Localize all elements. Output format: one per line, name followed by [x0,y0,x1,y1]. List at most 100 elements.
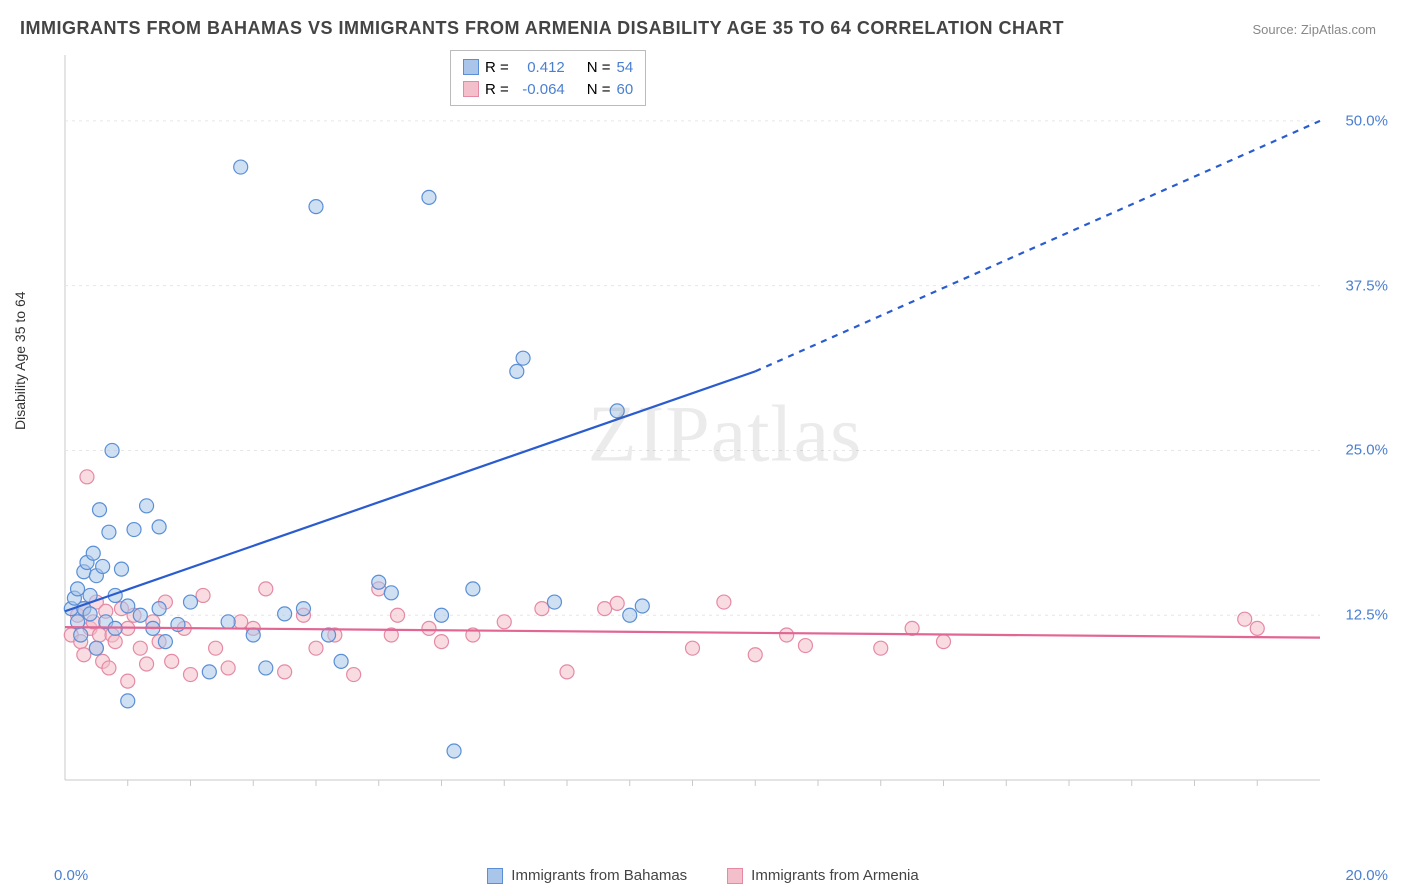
point-bahamas [83,607,97,621]
point-bahamas [246,628,260,642]
y-axis-label: Disability Age 35 to 64 [12,291,28,430]
point-armenia [133,641,147,655]
r-label: R = [485,59,509,76]
point-bahamas [71,582,85,596]
point-bahamas [422,190,436,204]
point-armenia [108,635,122,649]
point-armenia [184,668,198,682]
y-tick-label: 12.5% [1345,607,1388,624]
point-bahamas [547,595,561,609]
point-bahamas [105,443,119,457]
point-bahamas [114,562,128,576]
point-bahamas [158,635,172,649]
swatch-bahamas-icon [487,868,503,884]
point-armenia [165,654,179,668]
point-bahamas [96,559,110,573]
point-bahamas [202,665,216,679]
point-armenia [686,641,700,655]
point-armenia [80,470,94,484]
legend-item-bahamas: Immigrants from Bahamas [487,867,687,884]
swatch-armenia [463,81,479,97]
trendline-bahamas [65,371,755,611]
point-armenia [391,608,405,622]
point-bahamas [93,503,107,517]
point-bahamas [221,615,235,629]
point-armenia [278,665,292,679]
point-bahamas [184,595,198,609]
legend-label: Immigrants from Bahamas [511,867,687,884]
point-bahamas [171,617,185,631]
point-bahamas [133,608,147,622]
y-tick-label: 50.0% [1345,112,1388,129]
legend-label: Immigrants from Armenia [751,867,919,884]
point-bahamas [610,404,624,418]
point-bahamas [102,525,116,539]
n-label: N = [587,59,611,76]
correlation-legend: R = 0.412 N = 54 R = -0.064 N = 60 [450,50,646,106]
point-bahamas [121,599,135,613]
point-bahamas [516,351,530,365]
y-tick-label: 25.0% [1345,442,1388,459]
point-armenia [598,602,612,616]
point-armenia [77,648,91,662]
point-armenia [140,657,154,671]
point-bahamas [140,499,154,513]
point-bahamas [121,694,135,708]
point-armenia [780,628,794,642]
chart-title: IMMIGRANTS FROM BAHAMAS VS IMMIGRANTS FR… [20,18,1064,39]
point-armenia [497,615,511,629]
n-label: N = [587,81,611,98]
legend-bottom: Immigrants from Bahamas Immigrants from … [0,867,1406,884]
point-bahamas [152,520,166,534]
point-bahamas [435,608,449,622]
point-bahamas [86,546,100,560]
trendline-dash-bahamas [755,121,1320,371]
point-armenia [435,635,449,649]
point-bahamas [372,575,386,589]
point-armenia [309,641,323,655]
chart-svg [60,50,1390,820]
point-armenia [234,615,248,629]
point-bahamas [278,607,292,621]
point-armenia [209,641,223,655]
point-bahamas [510,364,524,378]
point-armenia [102,661,116,675]
point-armenia [93,628,107,642]
r-value: -0.064 [515,81,565,98]
point-armenia [121,674,135,688]
point-armenia [560,665,574,679]
point-bahamas [74,628,88,642]
point-armenia [221,661,235,675]
legend-row-armenia: R = -0.064 N = 60 [463,78,633,100]
point-bahamas [89,641,103,655]
point-armenia [798,639,812,653]
point-bahamas [623,608,637,622]
point-bahamas [309,200,323,214]
point-armenia [1238,612,1252,626]
swatch-armenia-icon [727,868,743,884]
plot-area: ZIPatlas [60,50,1390,820]
point-bahamas [334,654,348,668]
n-value: 60 [617,81,634,98]
point-armenia [937,635,951,649]
point-bahamas [259,661,273,675]
point-armenia [347,668,361,682]
point-bahamas [466,582,480,596]
point-armenia [874,641,888,655]
point-bahamas [384,586,398,600]
source-label: Source: ZipAtlas.com [1252,22,1376,37]
point-bahamas [127,523,141,537]
r-label: R = [485,81,509,98]
legend-item-armenia: Immigrants from Armenia [727,867,919,884]
point-bahamas [234,160,248,174]
point-bahamas [152,602,166,616]
point-bahamas [296,602,310,616]
r-value: 0.412 [515,59,565,76]
point-armenia [748,648,762,662]
point-bahamas [635,599,649,613]
point-armenia [535,602,549,616]
point-armenia [196,588,210,602]
point-armenia [1250,621,1264,635]
point-armenia [610,596,624,610]
point-armenia [422,621,436,635]
